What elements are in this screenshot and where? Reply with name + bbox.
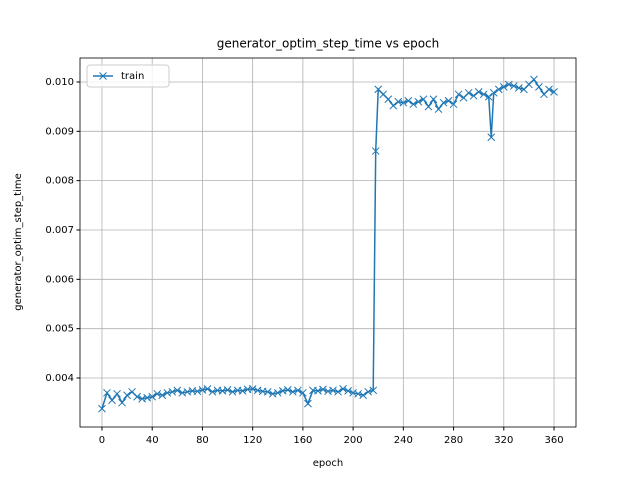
marker [444,96,453,105]
x-tick-label: 240 [394,435,413,446]
marker [168,387,177,396]
marker [449,100,458,109]
x-tick-label: 120 [243,435,262,446]
marker [273,388,282,397]
marker [329,386,337,395]
marker [389,101,398,110]
marker [113,389,121,398]
marker [248,385,257,393]
marker [193,387,202,396]
marker [530,75,538,84]
marker [504,80,513,89]
marker [203,385,212,393]
marker [489,88,498,97]
marker [359,391,368,400]
x-tick-label: 360 [544,435,563,446]
y-tick-label: 0.008 [45,176,74,187]
legend-box [86,64,170,88]
y-tick-label: 0.004 [45,373,74,384]
marker [399,98,408,107]
series-line [101,78,555,409]
marker [499,83,508,91]
marker [304,399,312,408]
marker [479,90,488,99]
x-tick-label: 40 [146,435,159,446]
plot-frame [79,57,577,428]
marker [133,392,141,401]
marker [319,385,327,394]
marker [487,133,496,142]
marker [464,88,473,97]
marker [108,396,116,405]
y-axis-label: generator_optim_step_time [13,173,24,311]
marker [484,92,493,101]
marker [494,85,503,94]
marker [409,100,418,109]
marker [434,105,443,113]
marker [454,90,463,99]
marker [429,95,438,104]
marker [158,391,167,400]
marker [228,387,237,396]
x-tick-label: 0 [99,435,105,446]
marker [344,386,352,395]
marker [550,87,558,96]
marker [469,91,478,100]
marker [263,387,272,396]
marker [314,386,322,395]
marker [419,95,428,104]
marker [299,388,307,397]
x-tick-label: 280 [444,435,463,446]
marker [148,392,157,401]
marker [98,404,106,413]
x-tick-label: 200 [344,435,363,446]
marker [545,85,553,94]
x-tick-label: 160 [293,435,312,446]
chart-title: generator_optim_step_time vs epoch [217,37,440,51]
marker [238,386,247,395]
x-axis-label: epoch [313,458,343,469]
marker [371,147,380,155]
marker [208,387,217,396]
marker [364,387,373,396]
marker [354,389,362,398]
marker [384,95,393,104]
legend-label: train [121,71,144,82]
marker [153,389,162,398]
x-tick-label: 80 [196,435,209,446]
marker [424,102,433,111]
marker [123,391,131,400]
y-tick-label: 0.009 [45,126,74,137]
marker [334,387,342,396]
y-tick-label: 0.010 [45,77,74,88]
y-tick-label: 0.006 [45,274,74,285]
marker [288,387,297,396]
y-tick-label: 0.007 [45,225,74,236]
legend-marker [99,72,107,80]
marker [509,82,518,90]
marker [414,97,423,106]
x-tick-label: 320 [494,435,513,446]
marker [173,386,182,395]
marker [103,388,111,397]
marker [118,398,126,407]
marker [439,98,448,107]
marker [223,385,232,394]
marker [369,386,378,395]
marker [283,385,292,394]
marker [515,84,523,92]
marker [339,385,347,393]
marker [294,386,302,395]
marker [404,96,413,105]
marker [535,83,543,91]
marker [474,87,483,96]
y-tick-label: 0.005 [45,324,74,335]
